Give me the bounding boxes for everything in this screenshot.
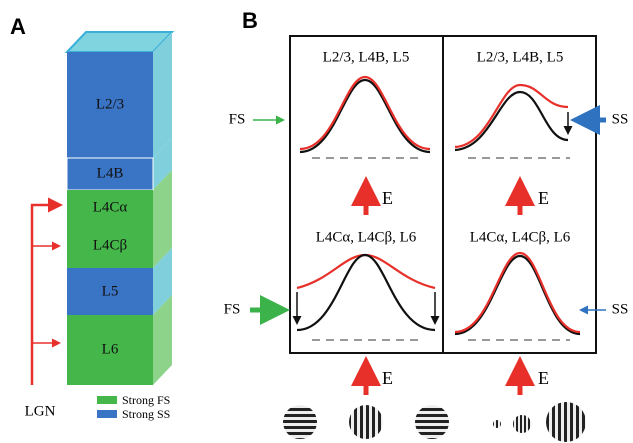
- shape: [67, 315, 153, 385]
- shape: [153, 32, 172, 158]
- shape: [67, 52, 153, 158]
- layer-label: L5: [102, 283, 119, 299]
- shape: [67, 190, 153, 268]
- column-title: L2/3, L4B, L5: [323, 49, 410, 65]
- layer-label: L4Cα: [93, 199, 128, 215]
- layer-label: L6: [102, 341, 119, 357]
- layer-label: L2/3: [96, 96, 124, 112]
- shape: [513, 415, 531, 433]
- shape: [153, 138, 172, 190]
- response-curve: [454, 83, 569, 149]
- column-title: L2/3, L4B, L5: [477, 49, 564, 65]
- legend-label: Strong FS: [122, 393, 170, 407]
- panel-label: B: [242, 8, 258, 33]
- inhibition-label: FS: [229, 111, 246, 127]
- legend-label: Strong SS: [122, 407, 170, 421]
- drive-label: E: [538, 368, 549, 388]
- drive-label: E: [382, 368, 393, 388]
- layer-label: L4Cβ: [93, 237, 127, 253]
- panel-label: A: [10, 14, 26, 39]
- response-curve: [296, 253, 436, 332]
- inhibition-label: FS: [224, 301, 241, 317]
- response-curve: [299, 78, 431, 154]
- inhibition-label: SS: [612, 111, 629, 127]
- input-label: LGN: [25, 403, 56, 419]
- shape: [493, 420, 501, 428]
- shape: [415, 405, 449, 439]
- layer-label: L4B: [97, 165, 124, 181]
- shape: [67, 268, 153, 315]
- response-curve: [454, 90, 569, 152]
- shape: [349, 405, 383, 439]
- response-curve: [296, 253, 436, 290]
- shape: [97, 410, 117, 418]
- drive-label: E: [382, 188, 393, 208]
- drive-label: E: [538, 188, 549, 208]
- shape: [153, 295, 172, 385]
- response-curve: [454, 251, 581, 334]
- inhibition-label: SS: [612, 301, 629, 317]
- shape: [153, 248, 172, 315]
- column-title: L4Cα, L4Cβ, L6: [316, 229, 417, 245]
- shape: [546, 402, 586, 442]
- shape: [153, 170, 172, 268]
- column-title: L4Cα, L4Cβ, L6: [470, 229, 571, 245]
- response-curve: [299, 75, 431, 151]
- shape: [283, 405, 317, 439]
- shape: [97, 396, 117, 404]
- shape: [66, 157, 154, 191]
